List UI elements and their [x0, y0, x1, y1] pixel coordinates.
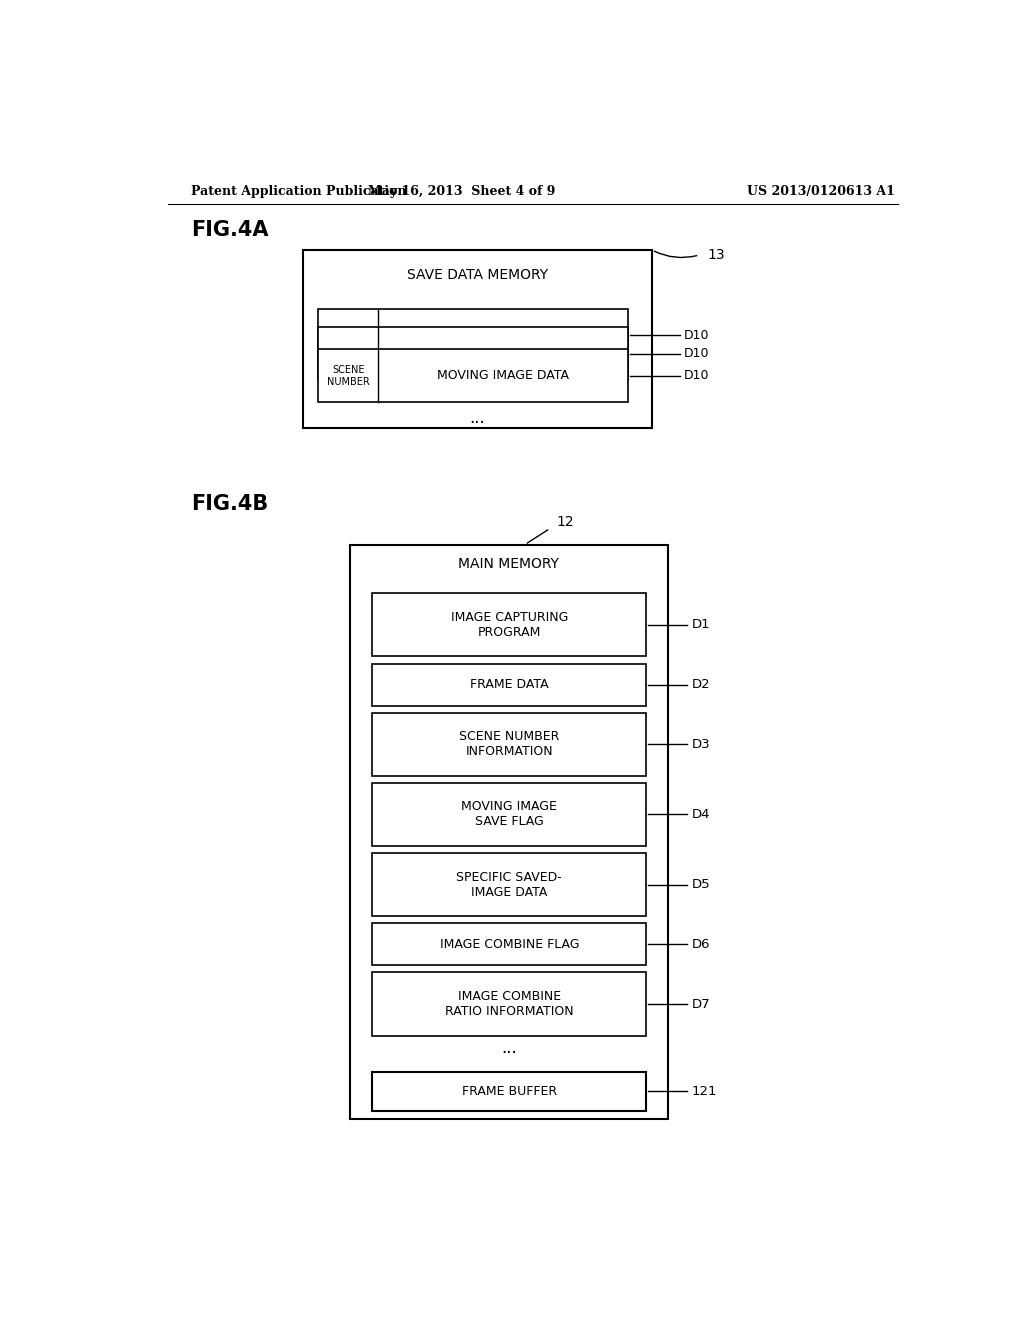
Bar [373, 853, 646, 916]
Bar [373, 923, 646, 965]
Bar [303, 249, 652, 428]
Bar [373, 1072, 646, 1110]
Text: D2: D2 [691, 678, 710, 692]
Text: FRAME DATA: FRAME DATA [470, 678, 549, 692]
Text: 121: 121 [691, 1085, 717, 1098]
Text: FRAME BUFFER: FRAME BUFFER [462, 1085, 557, 1098]
Bar [318, 309, 628, 362]
Text: D4: D4 [691, 808, 710, 821]
Text: May 16, 2013  Sheet 4 of 9: May 16, 2013 Sheet 4 of 9 [368, 185, 555, 198]
Text: ...: ... [501, 1039, 517, 1057]
Text: 12: 12 [557, 515, 574, 529]
Text: IMAGE COMBINE FLAG: IMAGE COMBINE FLAG [439, 937, 580, 950]
Bar [350, 545, 668, 1119]
Bar [373, 973, 646, 1036]
Text: MAIN MEMORY: MAIN MEMORY [459, 557, 559, 570]
Text: SCENE: SCENE [336, 331, 360, 339]
Text: MOVING IMAGE
SAVE FLAG: MOVING IMAGE SAVE FLAG [462, 800, 557, 829]
Text: D10: D10 [684, 347, 709, 360]
Text: D6: D6 [691, 937, 710, 950]
Text: Patent Application Publication: Patent Application Publication [191, 185, 407, 198]
Text: D1: D1 [691, 619, 710, 631]
Bar [318, 327, 628, 380]
Text: SPECIFIC SAVED-
IMAGE DATA: SPECIFIC SAVED- IMAGE DATA [457, 871, 562, 899]
Bar [373, 713, 646, 776]
Text: D7: D7 [691, 998, 710, 1011]
Text: D5: D5 [691, 878, 710, 891]
Text: US 2013/0120613 A1: US 2013/0120613 A1 [748, 185, 895, 198]
Text: ...: ... [469, 409, 485, 426]
Text: SCENE: SCENE [336, 348, 360, 358]
Text: D10: D10 [684, 329, 709, 342]
Text: IMAGE CAPTURING
PROGRAM: IMAGE CAPTURING PROGRAM [451, 611, 568, 639]
Text: D10: D10 [684, 370, 709, 383]
Text: 13: 13 [708, 248, 725, 261]
Text: FIG.4B: FIG.4B [191, 494, 268, 513]
Text: SAVE DATA MEMORY: SAVE DATA MEMORY [407, 268, 548, 282]
Bar [318, 350, 628, 403]
Text: D3: D3 [691, 738, 710, 751]
Text: MOVING IMAGE DATA: MOVING IMAGE DATA [437, 370, 569, 383]
Bar [373, 594, 646, 656]
Text: SCENE
NUMBER: SCENE NUMBER [327, 366, 370, 387]
Bar [373, 664, 646, 706]
Text: IMAGE COMBINE
RATIO INFORMATION: IMAGE COMBINE RATIO INFORMATION [445, 990, 573, 1018]
Text: FIG.4A: FIG.4A [191, 219, 269, 239]
Bar [373, 783, 646, 846]
Text: SCENE NUMBER
INFORMATION: SCENE NUMBER INFORMATION [459, 730, 559, 758]
